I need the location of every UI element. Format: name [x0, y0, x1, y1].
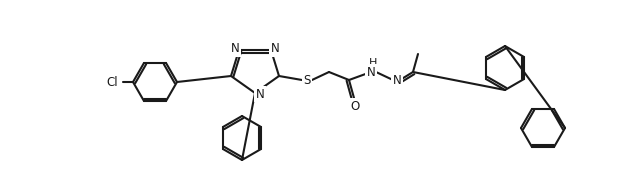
- Text: O: O: [350, 99, 360, 112]
- Text: N: N: [367, 66, 376, 78]
- Text: N: N: [255, 88, 264, 101]
- Text: N: N: [271, 43, 280, 56]
- Text: Cl: Cl: [106, 75, 118, 88]
- Text: H: H: [369, 58, 377, 68]
- Text: N: N: [230, 43, 239, 56]
- Text: S: S: [303, 74, 310, 87]
- Text: N: N: [392, 74, 401, 88]
